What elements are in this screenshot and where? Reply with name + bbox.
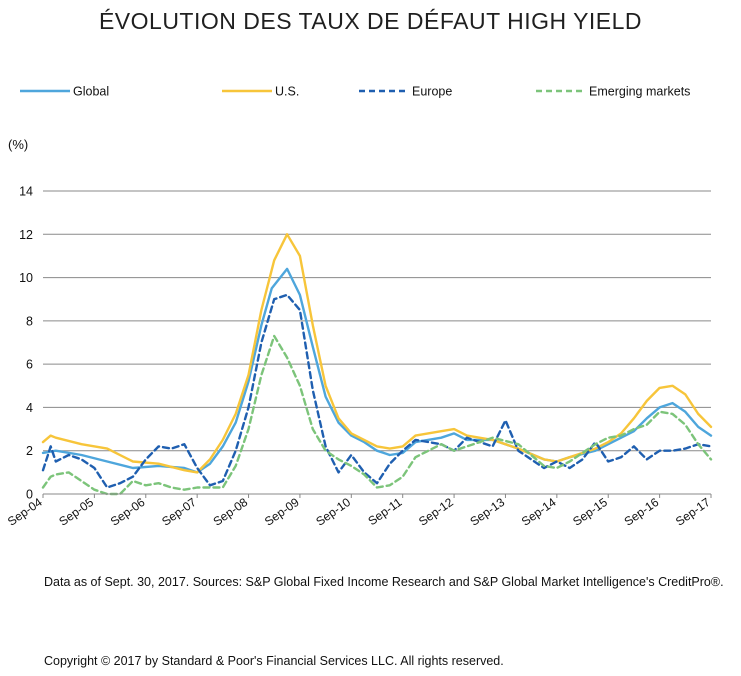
x-tick-label: Sep-05	[56, 495, 96, 529]
y-tick-label: 2	[26, 444, 33, 458]
y-tick-label: 14	[19, 185, 33, 199]
y-tick-label: 12	[19, 228, 33, 242]
gridlines	[43, 190, 711, 452]
series-line-global	[41, 267, 713, 474]
legend: Global U.S. Europe Emerging markets	[20, 85, 690, 99]
x-tick-label: Sep-16	[622, 495, 662, 529]
x-tick-label: Sep-12	[416, 495, 456, 529]
y-tick-label: 4	[26, 401, 33, 415]
y-axis-label: (%)	[8, 137, 28, 152]
x-tick-label: Sep-07	[159, 495, 199, 529]
copyright-notice: Copyright © 2017 by Standard & Poor's Fi…	[44, 654, 504, 668]
y-tick-label: 0	[26, 488, 33, 502]
x-tick-label: Sep-13	[467, 495, 507, 529]
y-tick-label: 8	[26, 314, 33, 328]
source-footnote: Data as of Sept. 30, 2017. Sources: S&P …	[44, 575, 724, 589]
series-line-europe	[41, 293, 713, 489]
x-tick-label: Sep-04	[5, 495, 45, 529]
x-tick-label: Sep-17	[673, 495, 713, 529]
chart-title: ÉVOLUTION DES TAUX DE DÉFAUT HIGH YIELD	[98, 8, 643, 34]
x-axis-ticks: Sep-04 Sep-05 Sep-06 Sep-07 Sep-08 Sep-09 Sep-…	[5, 494, 713, 529]
y-axis-ticks: 0 2 4 6 8 10 12 14	[19, 185, 33, 502]
x-tick-label: Sep-10	[313, 495, 353, 529]
x-tick-label: Sep-09	[262, 495, 302, 529]
legend-label: Europe	[412, 85, 452, 99]
series-line-emerging-markets	[41, 334, 713, 496]
legend-label: U.S.	[275, 85, 299, 99]
x-tick-label: Sep-06	[108, 495, 148, 529]
x-tick-label: Sep-14	[519, 495, 559, 529]
x-tick-label: Sep-15	[570, 495, 610, 529]
x-tick-label: Sep-11	[365, 495, 404, 528]
legend-label: Global	[73, 85, 109, 99]
x-tick-label: Sep-08	[211, 495, 251, 529]
y-tick-label: 6	[26, 358, 33, 372]
line-chart: Global U.S. Europe Emerging markets (%) 0 2 4…	[5, 85, 713, 529]
legend-label: Emerging markets	[589, 85, 690, 99]
y-tick-label: 10	[19, 271, 33, 285]
series-lines	[41, 233, 713, 496]
